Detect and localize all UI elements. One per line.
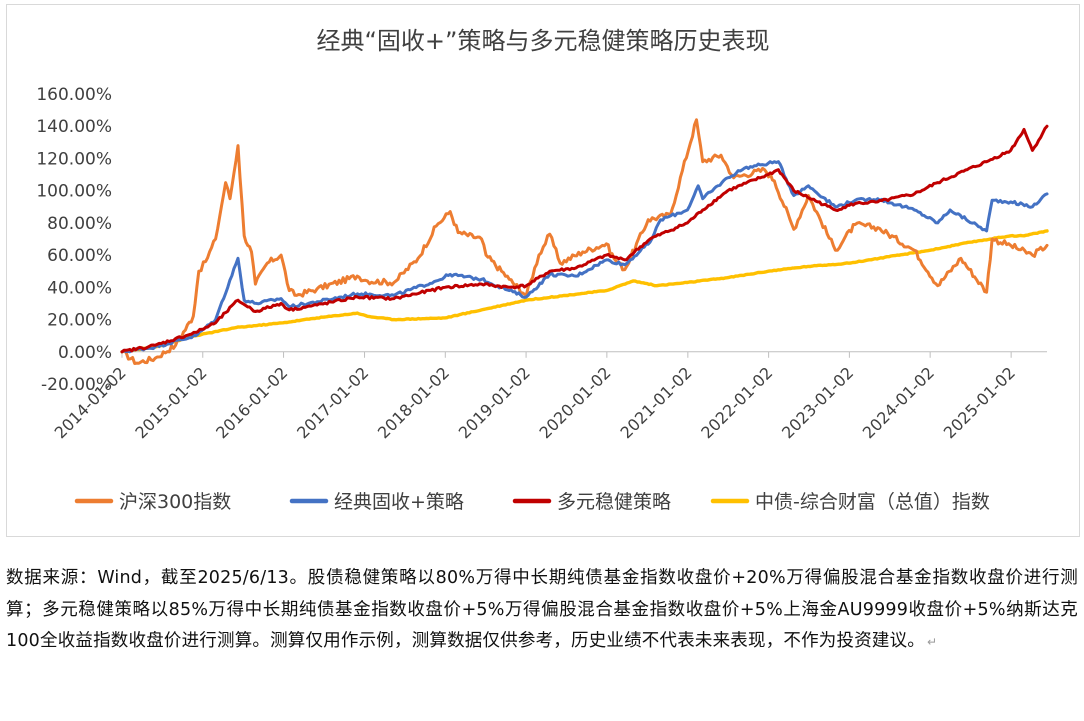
x-tick-label: 2017-01-02 [293,363,372,442]
y-tick-label: 160.00% [36,85,112,105]
x-tick-label: 2023-01-02 [778,363,857,442]
y-tick-label: -20.00% [41,375,112,395]
legend-label: 沪深300指数 [119,491,231,513]
legend-label: 经典固收+策略 [334,491,464,513]
x-tick-label: 2021-01-02 [616,363,695,442]
y-tick-label: 140.00% [36,117,112,137]
y-tick-label: 80.00% [47,214,112,234]
source-note: 数据来源：Wind，截至2025/6/13。股债稳健策略以80%万得中长期纯债基… [6,563,1078,659]
y-tick-label: 100.00% [36,182,112,202]
legend-label: 中债-综合财富（总值）指数 [755,491,990,513]
x-tick-label: 2020-01-02 [535,363,614,442]
y-tick-label: 20.00% [47,311,112,331]
paragraph-return-mark: ↵ [927,635,938,649]
x-tick-label: 2015-01-02 [131,363,210,442]
x-tick-label: 2025-01-02 [940,363,1019,442]
x-tick-label: 2016-01-02 [212,363,291,442]
chart-container: 经典“固收+”策略与多元稳健策略历史表现 160.00% 140.00% 120.00… [6,4,1080,537]
line-chart: 经典“固收+”策略与多元稳健策略历史表现 160.00% 140.00% 120.00… [36,27,1049,513]
x-tick-label: 2024-01-02 [859,363,938,442]
series-line [120,160,1049,354]
x-tick-label: 2022-01-02 [697,363,776,442]
series-line [120,229,1049,354]
x-tick-label: 2019-01-02 [455,363,534,442]
x-tick-label: 2018-01-02 [374,363,453,442]
legend-label: 多元稳健策略 [557,491,671,513]
y-tick-label: 120.00% [36,149,112,169]
series-line [120,118,1049,365]
source-note-text: 数据来源：Wind，截至2025/6/13。股债稳健策略以80%万得中长期纯债基… [6,568,1078,651]
y-tick-label: 60.00% [47,246,112,266]
chart-title: 经典“固收+”策略与多元稳健策略历史表现 [317,27,770,55]
y-tick-label: 0.00% [58,343,112,363]
series-line [120,124,1049,354]
y-tick-label: 40.00% [47,278,112,298]
